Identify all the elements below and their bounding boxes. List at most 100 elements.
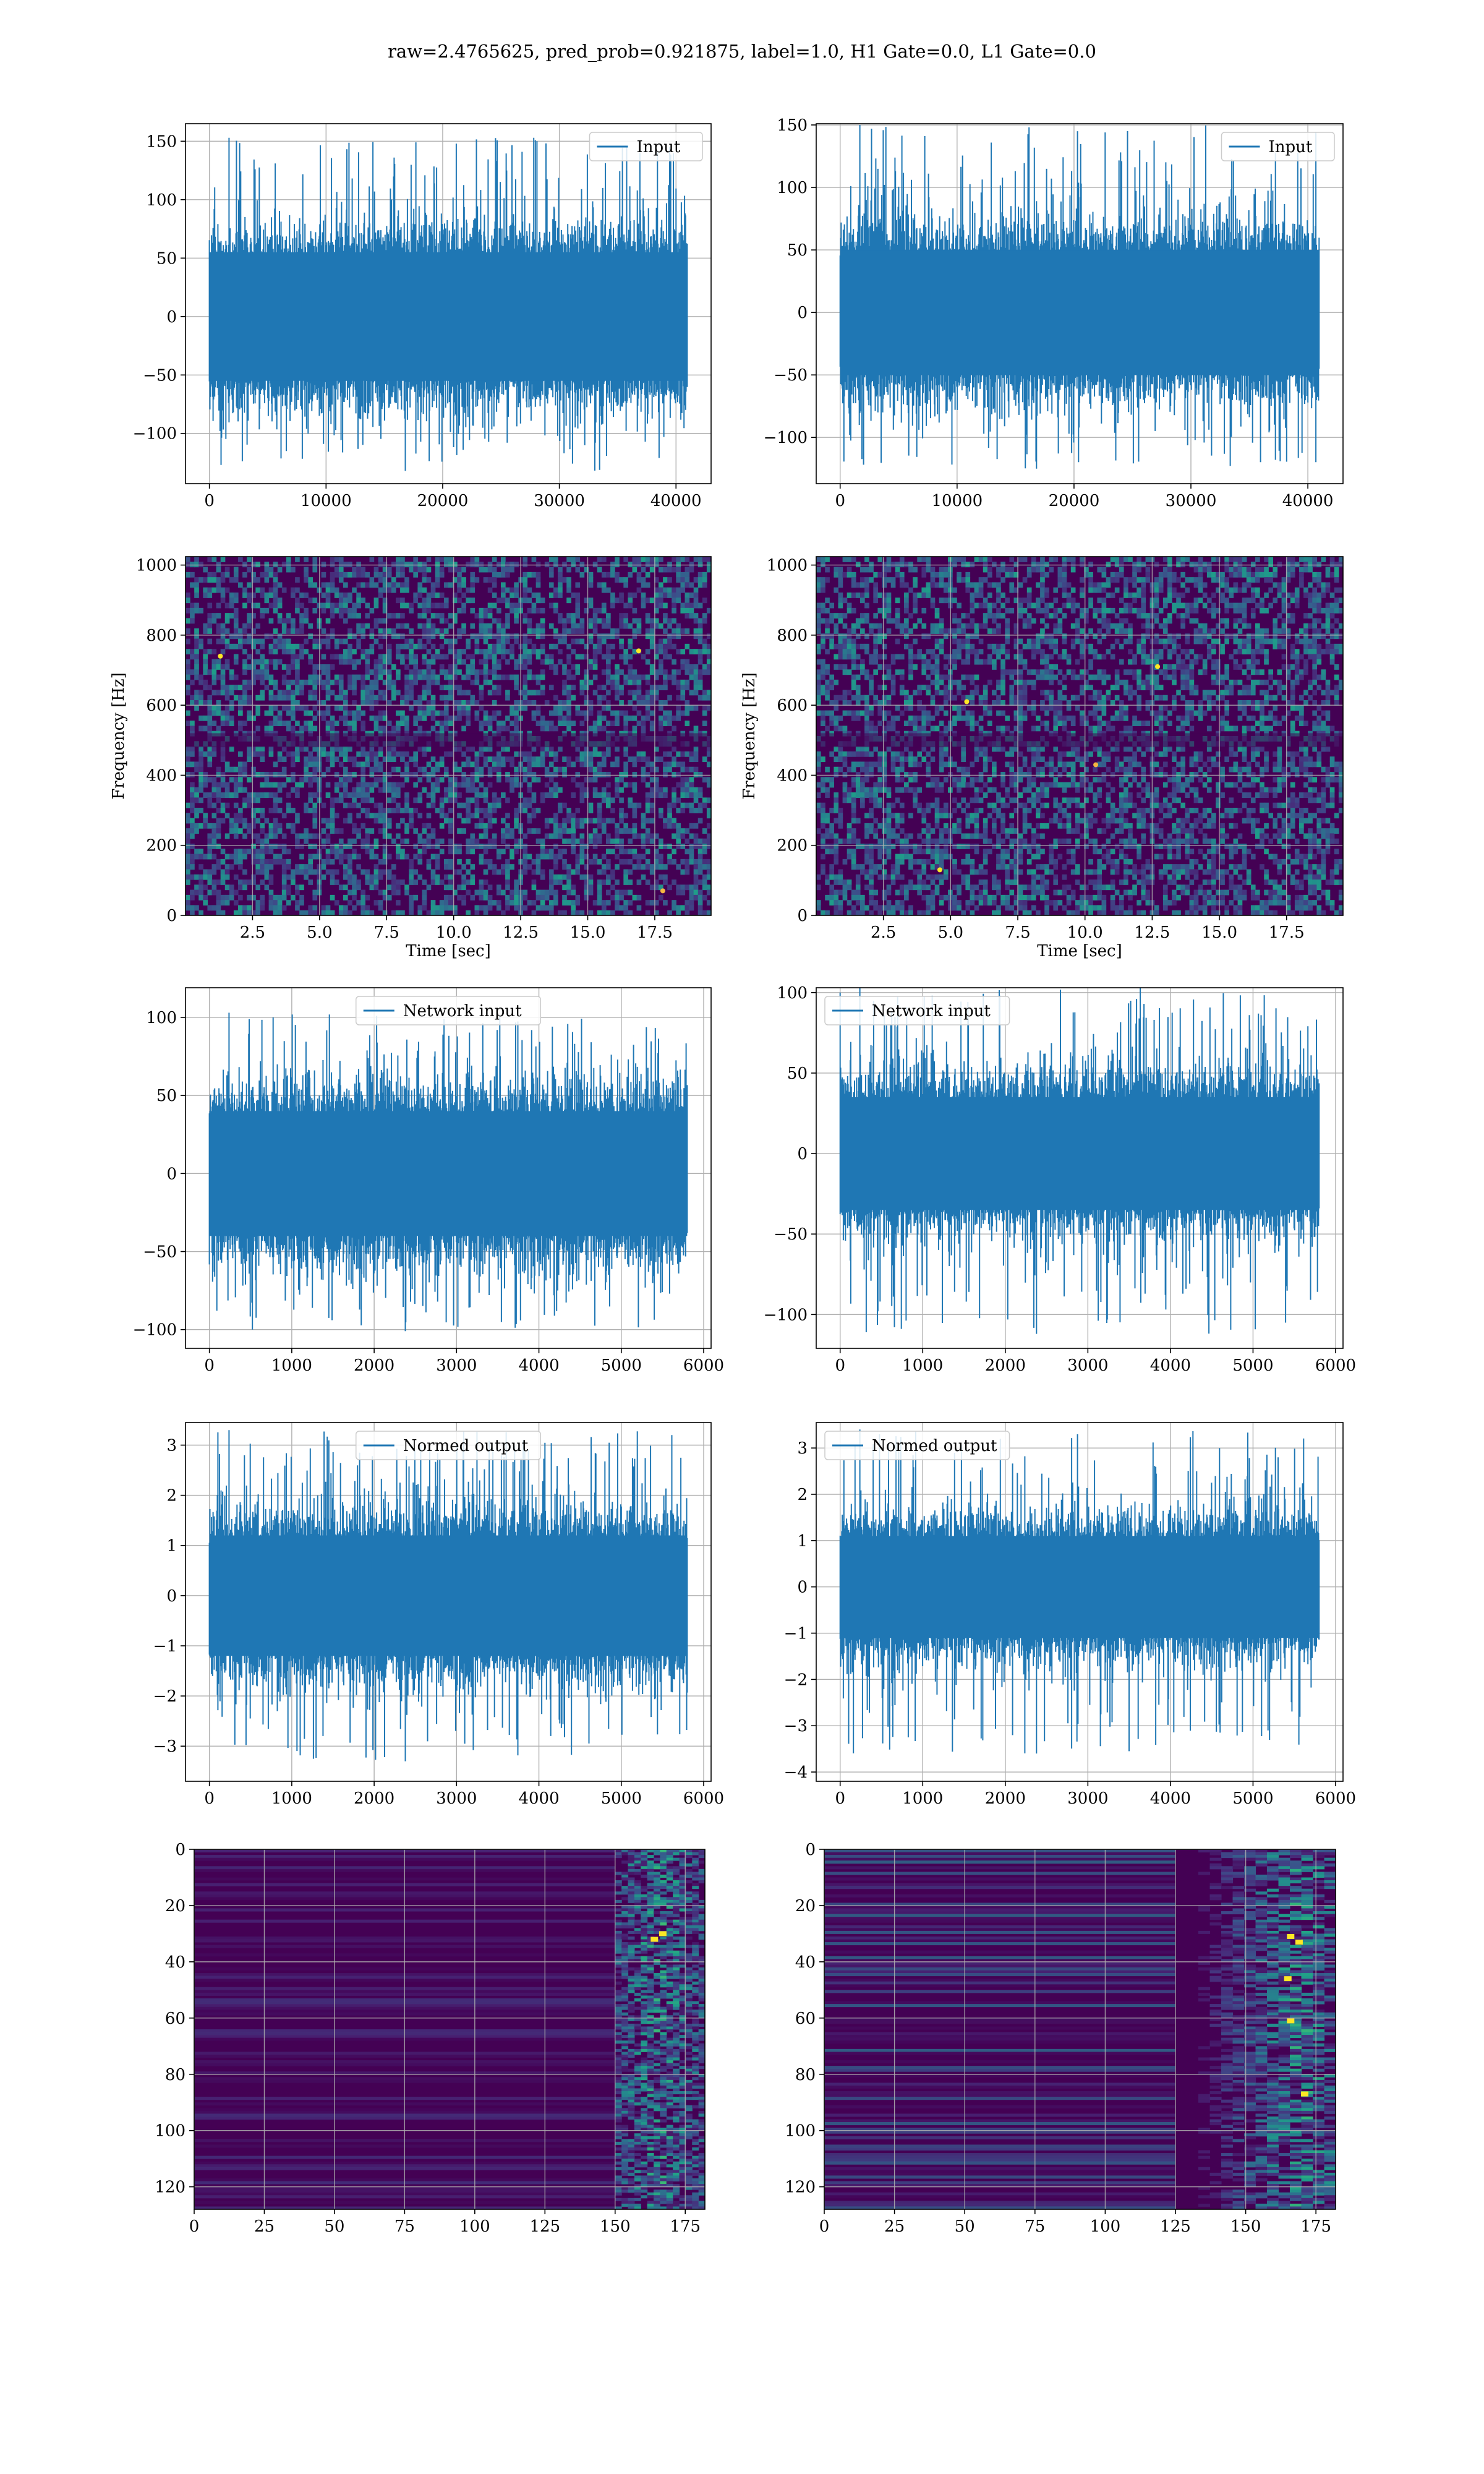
l1_feature_map-ytick-label: 40 [795,1953,816,1972]
h1_network_input-ytick-label: 50 [156,1087,177,1105]
h1_spectrogram-xtick-label: 15.0 [570,923,606,942]
l1_network_input-series-body [840,1097,1320,1210]
h1_network_input-ytick-label: −50 [143,1243,177,1262]
h1_feature_map-spines [194,1849,706,2210]
h1_network_input-xtick-label: 5000 [601,1356,642,1375]
h1_normed_output-ytick-label: 0 [166,1587,177,1606]
l1_input-ytick-label: 0 [797,304,808,322]
h1_input-xtick-label: 20000 [417,492,469,510]
h1_input-ytick-label: −50 [143,366,177,385]
h1_normed_output-series-body [209,1535,688,1656]
h1_input-xtick-label: 10000 [301,492,352,510]
l1_spectrogram-xtick-label: 5.0 [938,923,963,942]
h1_normed_output-ytick-label: 3 [166,1437,177,1455]
h1_spectrogram-xtick-label: 17.5 [637,923,673,942]
l1_network_input-xtick-label: 2000 [985,1356,1026,1375]
l1_normed_output-xtick-label: 0 [835,1789,845,1808]
h1_normed_output-panel: Normed output 0 1000 2000 3000 4000 5000 6000 −3… [153,1422,724,1808]
h1_spectrogram-spines [185,556,712,916]
l1_input-ytick-label: 100 [777,179,808,197]
h1_input-legend-label: Input [637,138,681,156]
h1_spectrogram-band [186,733,711,748]
h1_normed_output-xtick-label: 4000 [518,1789,559,1808]
l1_normed_output-xtick-label: 1000 [902,1789,943,1808]
h1_normed_output-plot-area [186,1423,711,1781]
l1_normed_output-xtick-label: 2000 [985,1789,1026,1808]
h1_normed_output-xtick-label: 6000 [683,1789,724,1808]
l1_spectrogram-bright-spot [1155,664,1161,669]
l1_feature_map-xtick-label: 150 [1230,2217,1261,2236]
l1_spectrogram-xtick-label: 10.0 [1067,923,1103,942]
l1_network_input-ytick-label: 0 [797,1145,808,1163]
l1_normed_output-legend: Normed output [824,1431,1010,1460]
l1_network_input-xtick-label: 3000 [1067,1356,1108,1375]
l1_feature_map-ytick-label: 0 [805,1841,816,1859]
h1_normed_output-legend-box [356,1431,541,1460]
l1_input-plot-area [816,124,1343,484]
h1_spectrogram-ytick-label: 400 [146,766,177,785]
h1_feature_map-ytick-label: 80 [165,2066,186,2084]
h1_spectrogram-panel: 2.5 5.0 7.5 10.0 12.5 15.0 17.5 0 200 400 600 800 10… [109,556,712,961]
h1_network_input-xtick-label: 3000 [436,1356,477,1375]
h1_feature_map-xtick-label: 100 [459,2217,490,2236]
h1_input-ytick-label: 50 [156,249,177,268]
h1_network_input-legend-label: Network input [403,1002,522,1021]
l1_network_input-xtick-label: 6000 [1315,1356,1356,1375]
h1_input-ytick-label: −100 [133,425,177,443]
h1_feature_map-xtick-label: 175 [670,2217,701,2236]
h1_network_input-xtick-label: 4000 [518,1356,559,1375]
l1_input-legend: Input [1221,132,1335,161]
h1_network_input-series-body [209,1111,688,1236]
h1_input-plot-area [186,124,711,484]
h1_feature_map-ytick-label: 60 [165,2010,186,2028]
l1_spectrogram-spines [816,556,1344,916]
h1_feature_map-ytick-label: 0 [175,1841,186,1859]
l1_spectrogram-xlabel: Time [sec] [1037,942,1122,961]
l1_input-xtick-label: 10000 [931,492,983,510]
l1_spectrogram-ytick-label: 1000 [767,557,808,575]
l1_network_input-legend: Network input [824,996,1010,1025]
l1_network_input-ytick-label: 100 [777,984,808,1003]
h1_spectrogram-xtick-label: 7.5 [374,923,399,942]
l1_feature_map-xtick-label: 50 [955,2217,975,2236]
h1_normed_output-xtick-label: 0 [204,1789,215,1808]
h1_input-ytick-label: 0 [166,308,177,327]
l1_network_input-legend-box [824,996,1010,1025]
l1_network_input-plot-area [816,988,1343,1348]
l1_feature_map-xtick-label: 175 [1300,2217,1331,2236]
h1_normed_output-ytick-label: 1 [166,1537,177,1556]
l1_network_input-ytick-label: 50 [787,1064,808,1083]
l1_spectrogram-ylabel: Frequency [Hz] [740,672,759,800]
l1_spectrogram-bright-spot [937,867,942,873]
l1_feature_map-ytick-label: 20 [795,1897,816,1915]
l1_spectrogram-panel: 2.5 5.0 7.5 10.0 12.5 15.0 17.5 0 200 400 600 800 10… [740,556,1344,961]
h1_spectrogram-ytick-label: 200 [146,837,177,855]
l1_spectrogram-band [816,733,1343,748]
h1_feature_map-ytick-label: 40 [165,1953,186,1972]
h1_feature_map-xtick-label: 75 [394,2217,415,2236]
l1_feature_map-bright-spot [1287,1933,1295,1939]
l1_feature_map-bright-spot [1284,1976,1292,1982]
l1_network_input-ytick-label: −100 [764,1306,808,1324]
h1_normed_output-xtick-label: 2000 [354,1789,394,1808]
h1_spectrogram-xtick-label: 2.5 [240,923,265,942]
h1_spectrogram-ytick-label: 0 [166,907,177,925]
l1_normed_output-xtick-label: 3000 [1067,1789,1108,1808]
l1_normed_output-ytick-label: −3 [784,1717,808,1736]
l1_feature_map-xtick-label: 100 [1090,2217,1121,2236]
h1_network_input-xtick-label: 0 [204,1356,215,1375]
l1_normed_output-ytick-label: 1 [797,1532,808,1551]
h1_spectrogram-ytick-label: 800 [146,627,177,645]
l1_network_input-xtick-label: 5000 [1232,1356,1273,1375]
h1_spectrogram-xtick-label: 12.5 [503,923,539,942]
l1_spectrogram-ytick-label: 400 [777,766,808,785]
h1_spectrogram-ytick-label: 600 [146,696,177,715]
h1_normed_output-ytick-label: −2 [153,1687,177,1706]
h1_network_input-legend: Network input [356,996,541,1025]
l1_network_input-ytick-label: −50 [774,1225,808,1244]
h1_feature_map-panel: 0 25 50 75 100 125 150 175 0 20 40 60 80 100 120 [155,1841,706,2236]
l1_spectrogram-ytick-label: 0 [797,907,808,925]
h1_normed_output-ytick-label: −1 [153,1637,177,1656]
